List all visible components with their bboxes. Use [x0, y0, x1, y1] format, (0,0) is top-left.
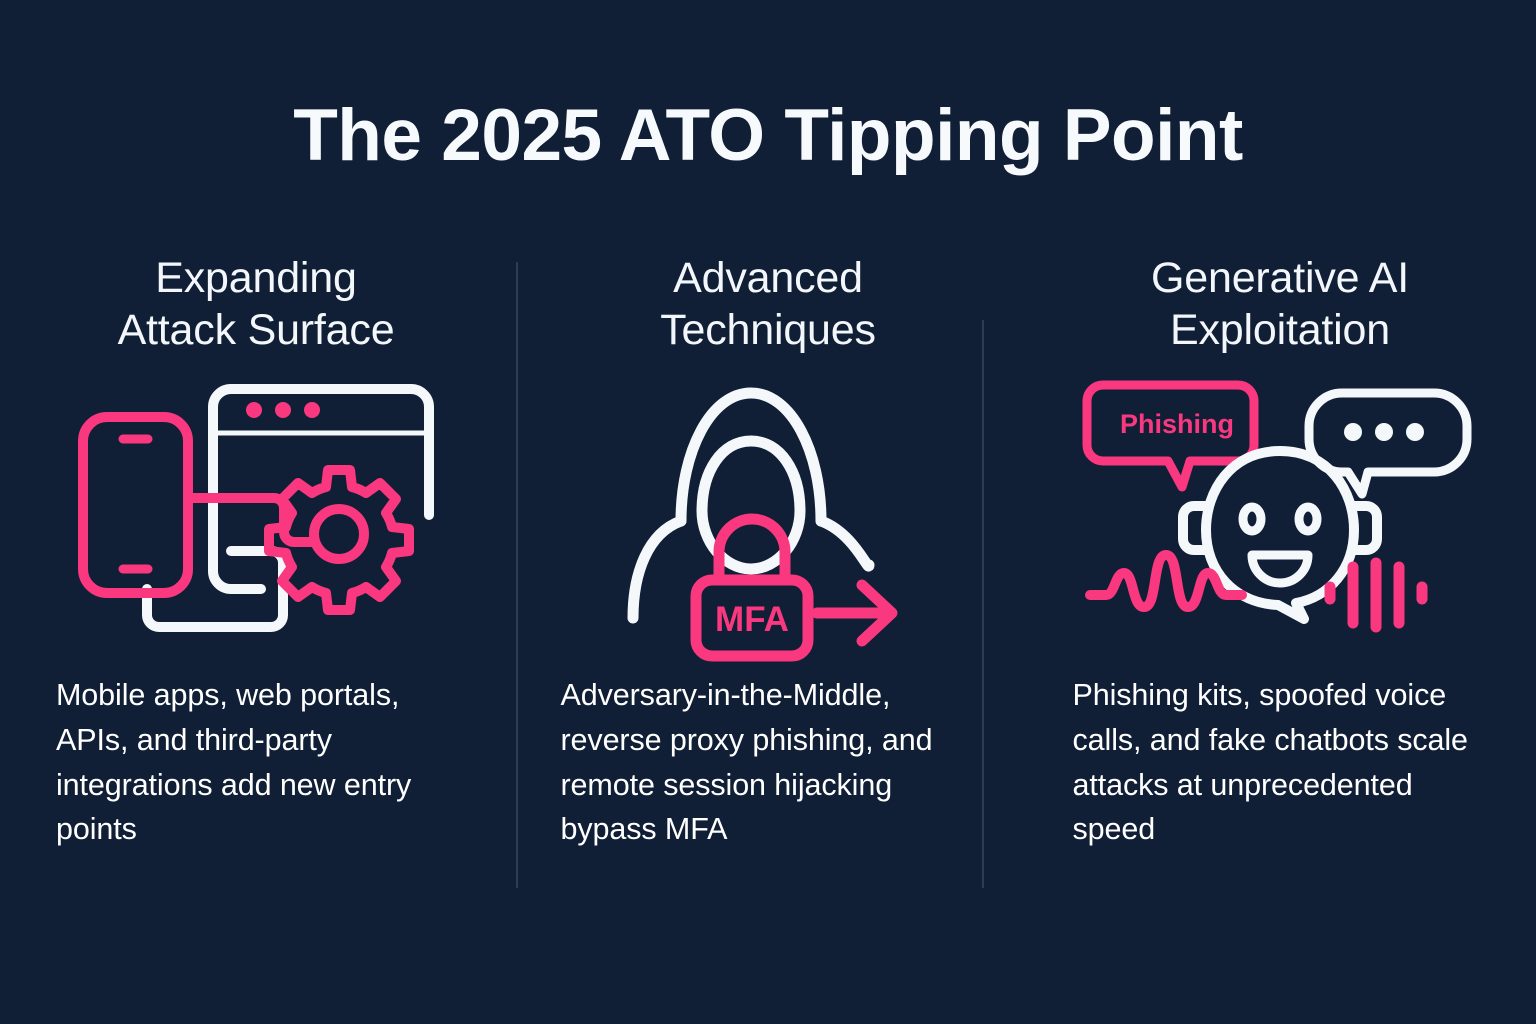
columns-container: Expanding Attack Surface — [0, 252, 1536, 912]
column-1-heading: Expanding Attack Surface — [46, 252, 466, 357]
column-expanding-attack-surface: Expanding Attack Surface — [0, 252, 512, 912]
column-3-heading: Generative AI Exploitation — [1070, 252, 1490, 357]
column-generative-ai-exploitation: Generative AI Exploitation Phishing — [1024, 252, 1536, 912]
column-2-heading-line2: Techniques — [660, 306, 876, 355]
column-1-heading-line2: Attack Surface — [117, 306, 395, 355]
advanced-techniques-icon: MFA — [618, 373, 918, 663]
mfa-lock-label: MFA — [715, 600, 789, 639]
column-2-heading-line1: Advanced — [673, 254, 863, 302]
column-3-body: Phishing kits, spoofed voice calls, and … — [1072, 677, 1469, 847]
attack-surface-icon — [71, 373, 441, 663]
column-3-heading-line1: Generative AI — [1151, 254, 1409, 302]
column-divider-1 — [516, 262, 518, 888]
column-1-body: Mobile apps, web portals, APIs, and thir… — [56, 677, 412, 847]
generative-ai-icon: Phishing — [1080, 373, 1480, 663]
column-3-heading-line2: Exploitation — [1170, 306, 1390, 355]
column-divider-2 — [982, 320, 984, 888]
column-2-heading: Advanced Techniques — [558, 252, 978, 357]
column-1-heading-line1: Expanding — [155, 254, 357, 302]
page-title: The 2025 ATO Tipping Point — [293, 95, 1243, 176]
column-advanced-techniques: Advanced Techniques — [512, 252, 1024, 912]
column-2-body: Adversary-in-the-Middle, reverse proxy p… — [560, 677, 933, 847]
phishing-bubble-label: Phishing — [1120, 409, 1234, 439]
